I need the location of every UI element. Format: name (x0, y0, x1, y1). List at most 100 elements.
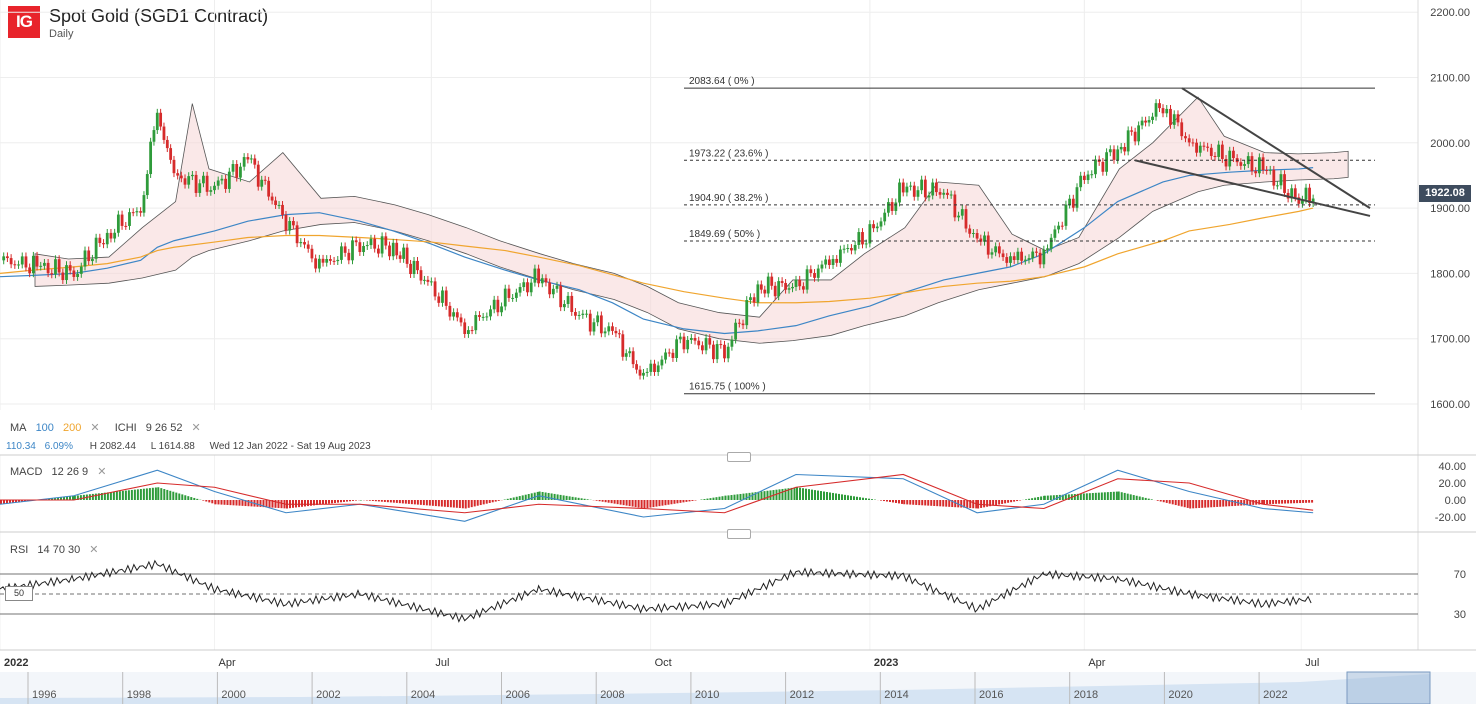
macd-histogram-bar (232, 500, 235, 506)
candle (559, 285, 563, 308)
ichi-close-icon[interactable]: ✕ (191, 422, 201, 434)
ma-close-icon[interactable]: ✕ (90, 422, 100, 434)
macd-histogram-bar (345, 500, 348, 502)
macd-histogram-bar (1046, 495, 1049, 500)
macd-histogram-bar (12, 500, 14, 503)
macd-histogram-bar (515, 496, 518, 500)
candle (514, 292, 518, 298)
candle (351, 240, 354, 261)
macd-histogram-bar (48, 498, 50, 500)
candle (165, 139, 169, 149)
candle (617, 333, 621, 335)
macd-histogram-bar (1097, 492, 1100, 500)
macd-histogram-bar (172, 491, 175, 500)
macd-histogram-bar (54, 498, 56, 500)
macd-tick-label: 20.00 (1438, 478, 1466, 490)
macd-histogram-bar (1246, 500, 1249, 506)
macd-histogram-bar (1109, 491, 1112, 500)
macd-histogram-bar (661, 500, 664, 506)
candle (1005, 257, 1009, 263)
time-axis-label: Apr (218, 657, 235, 669)
macd-histogram-bar (766, 490, 769, 500)
macd-histogram-bar (1010, 500, 1013, 503)
candle (730, 339, 734, 347)
candle (813, 272, 816, 278)
macd-histogram-bar (262, 500, 265, 508)
macd-histogram-bar (1302, 500, 1305, 503)
macd-histogram-bar (544, 492, 547, 500)
candle (444, 290, 448, 306)
macd-histogram-bar (280, 500, 283, 509)
macd-histogram-bar (169, 490, 172, 500)
macd-histogram-bar (220, 500, 223, 505)
macd-histogram-bar (897, 500, 900, 504)
candle (1016, 251, 1020, 260)
macd-histogram-bar (1311, 500, 1314, 503)
panel-resize-handle[interactable] (727, 452, 751, 462)
candle (607, 326, 611, 332)
candle (621, 334, 625, 357)
macd-histogram-bar (1103, 492, 1106, 500)
macd-histogram-bar (145, 488, 148, 500)
macd-histogram-bar (1198, 500, 1201, 508)
candle (1038, 252, 1042, 265)
macd-histogram-bar (312, 500, 315, 506)
macd-histogram-bar (154, 487, 157, 500)
candle (288, 220, 292, 231)
ichi-params[interactable]: 9 26 52 (145, 422, 183, 434)
macd-histogram-bar (121, 490, 124, 500)
candle (267, 180, 271, 197)
candle (773, 285, 777, 297)
rsi-close-icon[interactable]: ✕ (89, 544, 99, 556)
macd-histogram-bar (497, 500, 500, 501)
macd-params[interactable]: 12 26 9 (51, 466, 89, 478)
candle (704, 338, 708, 351)
candle (1232, 150, 1235, 159)
macd-histogram-bar (541, 491, 544, 500)
macd-histogram-bar (455, 500, 458, 508)
macd-histogram-bar (193, 497, 196, 500)
macd-histogram-bar (1013, 500, 1016, 502)
ma-100-label[interactable]: 100 (35, 422, 54, 434)
candle (467, 330, 470, 334)
macd-histogram-bar (1147, 498, 1150, 500)
time-axis-label: Apr (1088, 657, 1105, 669)
macd-histogram-bar (751, 492, 754, 500)
macd-histogram-bar (550, 493, 553, 500)
candle (972, 233, 975, 235)
macd-histogram-bar (936, 500, 939, 507)
candle (682, 336, 686, 350)
candle (187, 176, 191, 185)
macd-histogram-bar (727, 495, 730, 500)
macd-histogram-bar (1004, 500, 1007, 504)
macd-histogram-bar (69, 496, 71, 500)
change-percent: 6.09% (44, 441, 73, 452)
rsi-tick-label: 70 (1454, 569, 1466, 581)
panel-resize-handle[interactable] (727, 529, 751, 539)
macd-histogram-bar (512, 497, 515, 500)
rsi-params[interactable]: 14 70 30 (37, 544, 81, 556)
macd-histogram-bar (837, 493, 840, 500)
candle (1297, 197, 1301, 204)
macd-histogram-bar (470, 500, 473, 508)
macd-histogram-bar (604, 500, 607, 503)
ma-200-label[interactable]: 200 (62, 422, 82, 434)
candle (741, 323, 745, 326)
candle (1187, 138, 1191, 143)
macd-close-icon[interactable]: ✕ (97, 466, 107, 478)
navigator-window (1346, 671, 1431, 704)
candle (169, 148, 173, 160)
macd-histogram-bar (760, 491, 763, 500)
macd-histogram-bar (530, 493, 533, 500)
candle (960, 209, 964, 216)
macd-histogram-bar (992, 500, 995, 506)
macd-histogram-bar (1106, 492, 1109, 500)
macd-histogram-bar (867, 498, 870, 500)
candle (1220, 144, 1224, 159)
candle (448, 305, 452, 317)
macd-histogram-bar (244, 500, 247, 507)
candle (949, 194, 953, 196)
macd-histogram-bar (998, 500, 1001, 505)
macd-histogram-bar (1290, 500, 1293, 504)
